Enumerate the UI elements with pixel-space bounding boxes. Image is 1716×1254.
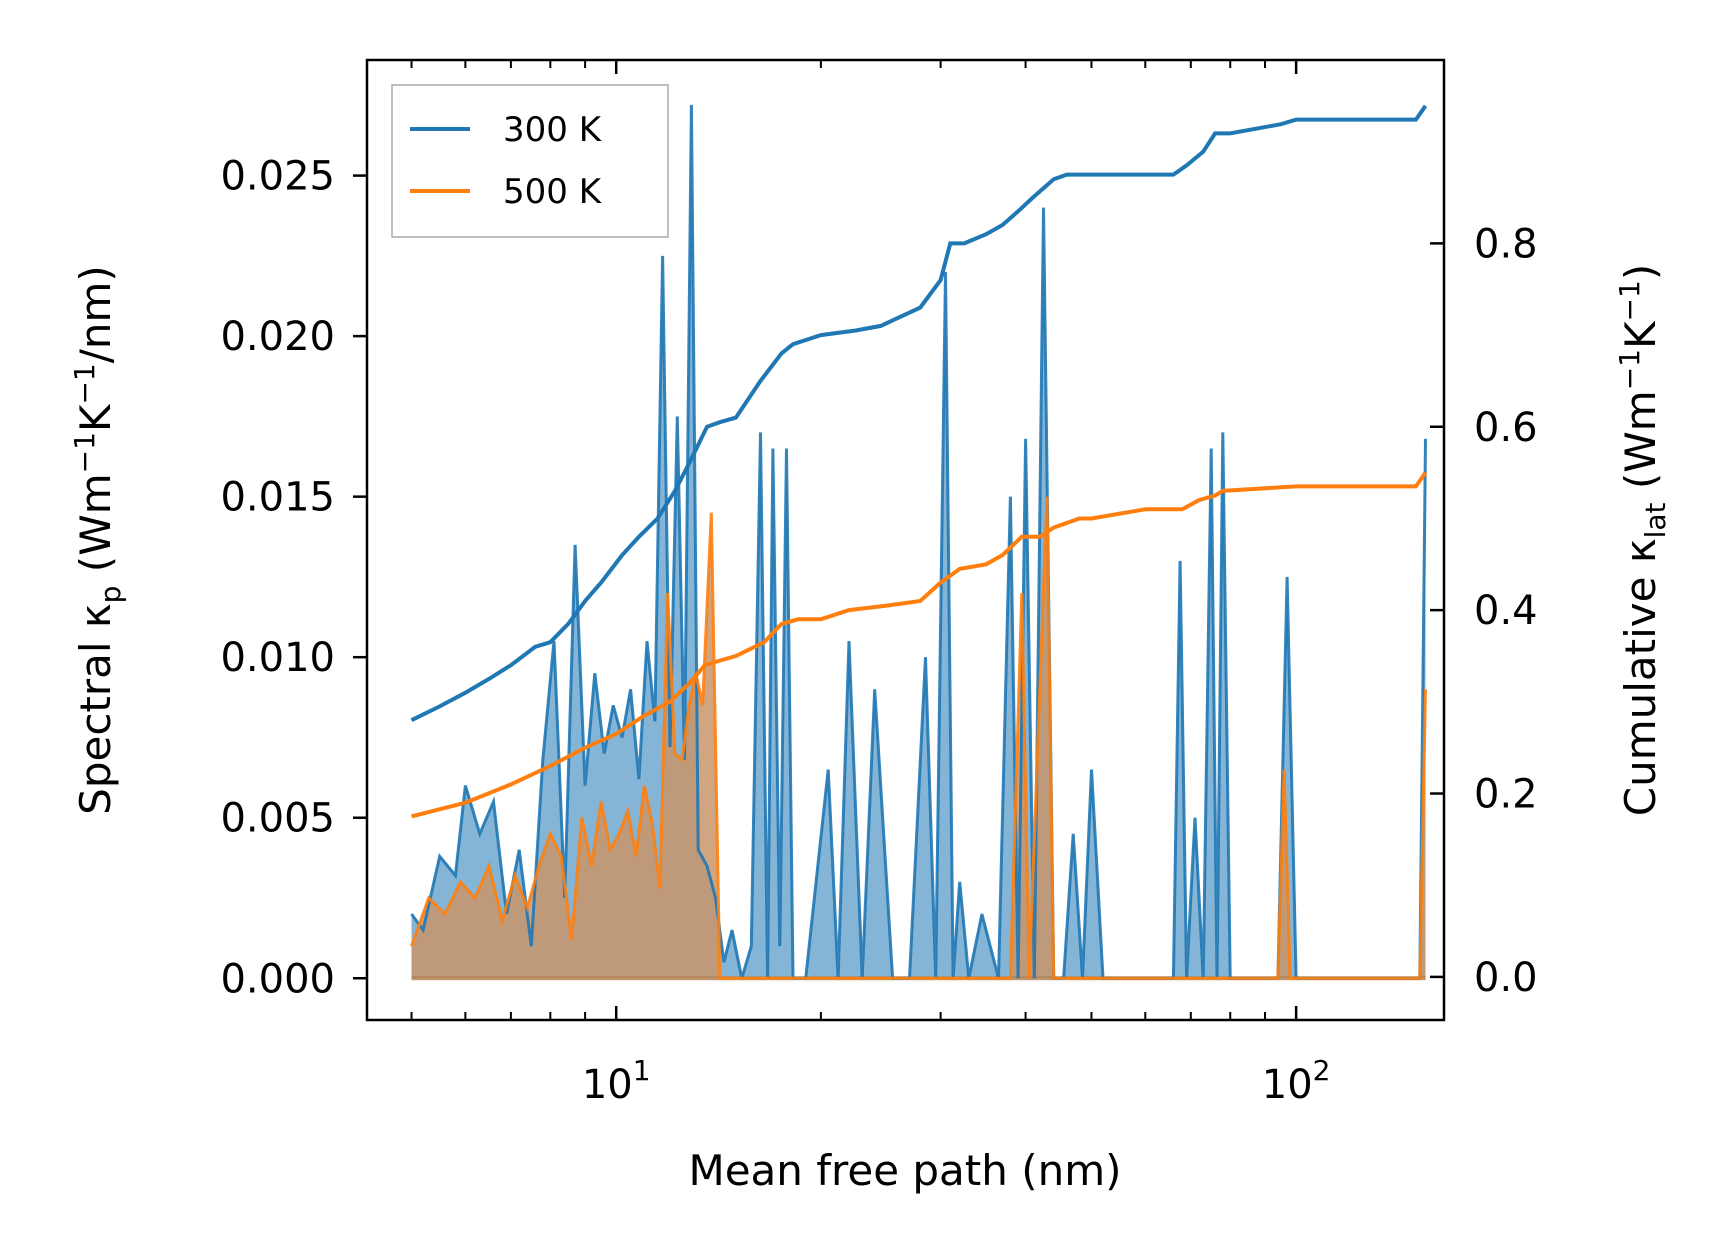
x-axis-label: Mean free path (nm) bbox=[688, 1146, 1121, 1195]
right-axis-label: Cumulative κlat (Wm−1K−1) bbox=[1613, 264, 1672, 816]
tick-labels: 101 102 0.000 0.005 0.010 0.015 0.020 0.025 0.0 0… bbox=[220, 154, 1537, 1108]
y-left-tick-label: 0.000 bbox=[220, 956, 335, 1002]
cumulative-lines bbox=[410, 104, 1428, 819]
y-right-tick-label: 0.2 bbox=[1474, 772, 1538, 818]
y-right-tick-label: 0.8 bbox=[1474, 221, 1538, 267]
spectral-line-300k bbox=[410, 104, 1427, 980]
x-tick-label: 101 bbox=[582, 1054, 651, 1108]
axis-ticks bbox=[353, 60, 1444, 1020]
spectral-line-500k bbox=[410, 496, 1427, 980]
y-right-tick-label: 0.4 bbox=[1474, 588, 1538, 634]
spectral-lines bbox=[410, 104, 1427, 980]
y-right-tick-label: 0.6 bbox=[1474, 405, 1538, 451]
plot-frame bbox=[365, 58, 1446, 1022]
y-left-tick-label: 0.020 bbox=[220, 314, 335, 360]
y-left-tick-label: 0.015 bbox=[220, 475, 335, 521]
spectral-fill-500k bbox=[411, 496, 1426, 979]
legend-box bbox=[391, 84, 669, 238]
cumulative-line-500k bbox=[411, 471, 1428, 819]
y-right-tick-label: 0.0 bbox=[1474, 955, 1538, 1001]
left-axis-label: Spectral κp (Wm−1K−1/nm) bbox=[68, 265, 127, 815]
x-tick-label: 102 bbox=[1262, 1054, 1331, 1108]
y-left-tick-label: 0.005 bbox=[220, 796, 335, 842]
legend: 300 K 500 K bbox=[391, 84, 669, 238]
y-left-tick-label: 0.025 bbox=[220, 154, 335, 200]
legend-label-300k: 300 K bbox=[503, 110, 603, 150]
legend-label-500k: 500 K bbox=[503, 172, 603, 212]
y-left-tick-label: 0.010 bbox=[220, 635, 335, 681]
cumulative-line-300k bbox=[410, 104, 1428, 722]
